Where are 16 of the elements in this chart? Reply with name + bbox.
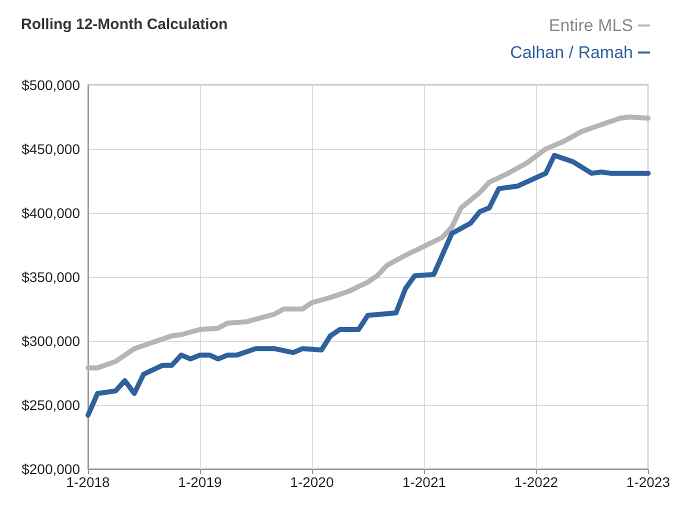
x-tick-label: 1-2021 [402, 474, 446, 490]
y-tick-label: $300,000 [22, 333, 80, 349]
y-tick-label: $350,000 [22, 269, 80, 285]
y-tick-label: $250,000 [22, 397, 80, 413]
y-tick-label: $450,000 [22, 141, 80, 157]
y-tick-label: $200,000 [22, 461, 80, 477]
x-tick-label: 1-2018 [66, 474, 110, 490]
legend-label: Entire MLS [548, 16, 633, 35]
y-tick-label: $400,000 [22, 205, 80, 221]
x-tick-label: 1-2020 [290, 474, 334, 490]
x-tick-label: 1-2022 [514, 474, 558, 490]
legend-label: Calhan / Ramah [510, 43, 633, 62]
x-tick-label: 1-2019 [178, 474, 222, 490]
chart-title: Rolling 12-Month Calculation [21, 16, 228, 33]
x-tick-label: 1-2023 [626, 474, 670, 490]
y-tick-label: $500,000 [22, 77, 80, 93]
